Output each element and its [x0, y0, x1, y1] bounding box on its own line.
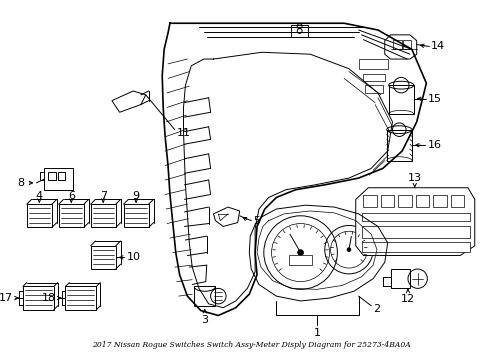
Bar — [48, 172, 56, 180]
Bar — [402, 40, 410, 49]
Bar — [432, 195, 446, 207]
Text: 13: 13 — [407, 173, 421, 183]
Bar — [358, 59, 387, 69]
Text: 4: 4 — [36, 192, 43, 202]
Bar — [58, 172, 65, 180]
Bar — [290, 25, 308, 37]
Bar — [380, 195, 394, 207]
Text: 7: 7 — [100, 192, 106, 202]
Bar — [361, 226, 469, 238]
Text: 3: 3 — [201, 315, 208, 325]
Circle shape — [346, 248, 350, 252]
Bar — [44, 168, 73, 190]
Bar — [392, 40, 401, 49]
Bar — [363, 195, 376, 207]
Circle shape — [297, 250, 303, 256]
Bar — [361, 242, 469, 252]
Polygon shape — [112, 91, 145, 112]
Bar — [365, 85, 382, 93]
Bar — [288, 256, 311, 265]
Text: 8: 8 — [18, 178, 25, 188]
Bar — [90, 246, 116, 269]
Polygon shape — [384, 35, 416, 59]
Bar — [363, 73, 384, 81]
Text: 9: 9 — [132, 192, 140, 202]
Text: 12: 12 — [400, 294, 414, 304]
Bar — [23, 287, 54, 310]
Bar — [123, 204, 148, 228]
Bar — [361, 213, 469, 221]
Text: 2017 Nissan Rogue Switches Switch Assy-Meter Disply Diagram for 25273-4BA0A: 2017 Nissan Rogue Switches Switch Assy-M… — [92, 341, 410, 349]
Text: 17: 17 — [0, 293, 13, 303]
Text: 15: 15 — [427, 94, 442, 104]
Polygon shape — [213, 207, 239, 226]
Text: 1: 1 — [313, 328, 320, 338]
Text: 10: 10 — [126, 252, 140, 262]
Text: 11: 11 — [176, 127, 190, 138]
Bar — [27, 204, 52, 228]
Polygon shape — [355, 188, 474, 256]
Text: 5: 5 — [253, 216, 260, 226]
Bar — [398, 195, 411, 207]
Bar — [386, 130, 411, 161]
Bar — [388, 85, 413, 114]
Text: 18: 18 — [41, 293, 56, 303]
Text: 2: 2 — [372, 304, 380, 314]
Text: 6: 6 — [68, 192, 75, 202]
Bar — [449, 195, 463, 207]
Bar — [194, 287, 215, 306]
Bar — [90, 204, 116, 228]
Text: 14: 14 — [430, 41, 445, 51]
Text: 16: 16 — [427, 140, 441, 150]
Bar — [390, 269, 409, 288]
Bar — [415, 195, 428, 207]
Bar — [65, 287, 96, 310]
Bar — [59, 204, 83, 228]
